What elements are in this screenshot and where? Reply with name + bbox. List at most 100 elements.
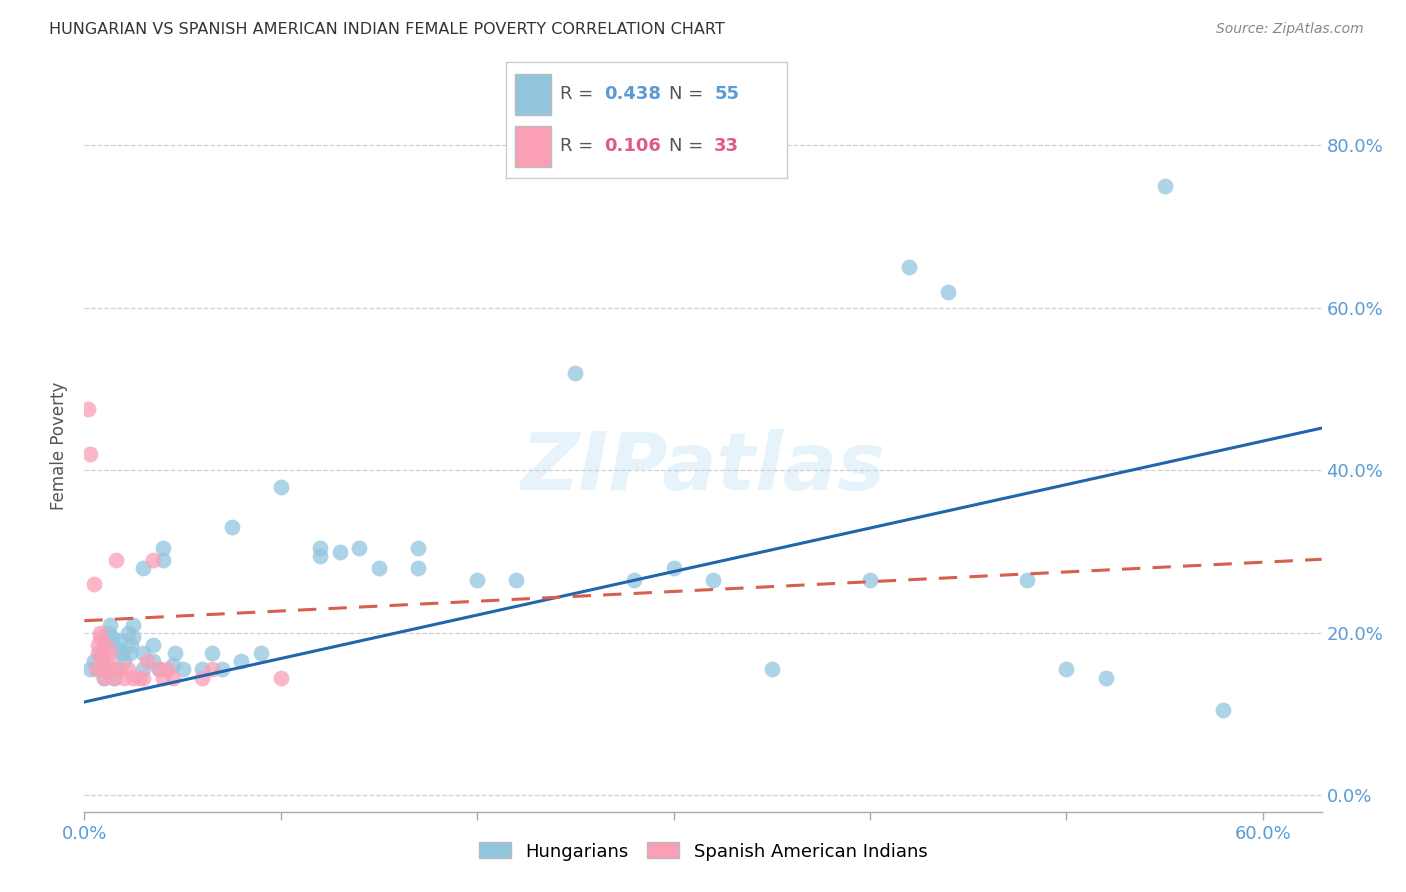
Text: HUNGARIAN VS SPANISH AMERICAN INDIAN FEMALE POVERTY CORRELATION CHART: HUNGARIAN VS SPANISH AMERICAN INDIAN FEM…	[49, 22, 725, 37]
Text: N =: N =	[669, 137, 709, 155]
Point	[191, 671, 214, 685]
Point	[406, 541, 429, 555]
Text: 0.106: 0.106	[605, 137, 661, 155]
Bar	[515, 126, 551, 167]
Y-axis label: Female Poverty: Female Poverty	[51, 382, 69, 510]
Point	[1054, 663, 1077, 677]
Point	[938, 285, 960, 299]
Point	[118, 646, 141, 660]
Text: 55: 55	[714, 85, 740, 103]
Point	[623, 573, 645, 587]
Point	[117, 663, 139, 677]
Point	[104, 553, 127, 567]
Point	[859, 573, 882, 587]
Point	[1153, 178, 1175, 193]
Point	[112, 654, 135, 668]
Point	[368, 561, 391, 575]
Point	[77, 402, 100, 417]
Point	[465, 573, 488, 587]
Point	[201, 663, 224, 677]
Point	[349, 541, 371, 555]
Point	[201, 646, 224, 660]
Point	[108, 634, 131, 648]
Point	[87, 663, 110, 677]
Point	[83, 577, 105, 591]
Point	[97, 626, 120, 640]
Point	[122, 671, 145, 685]
Point	[162, 658, 184, 673]
Point	[142, 553, 165, 567]
Point	[309, 541, 332, 555]
Point	[761, 663, 783, 677]
Point	[702, 573, 724, 587]
Point	[93, 671, 115, 685]
Point	[148, 663, 170, 677]
Point	[101, 663, 124, 677]
Point	[103, 671, 125, 685]
Legend: Hungarians, Spanish American Indians: Hungarians, Spanish American Indians	[470, 833, 936, 870]
Point	[91, 646, 114, 660]
Point	[406, 561, 429, 575]
Point	[132, 646, 155, 660]
Point	[89, 630, 111, 644]
Point	[112, 671, 135, 685]
Point	[152, 671, 174, 685]
Text: ZIPatlas: ZIPatlas	[520, 429, 886, 507]
Point	[128, 671, 150, 685]
Point	[104, 663, 127, 677]
Point	[79, 447, 101, 461]
Point	[270, 671, 292, 685]
Point	[93, 642, 115, 657]
Point	[132, 671, 155, 685]
Point	[221, 520, 243, 534]
Point	[505, 573, 527, 587]
Point	[108, 663, 131, 677]
Point	[107, 642, 129, 657]
Point	[250, 646, 273, 660]
Point	[93, 663, 115, 677]
Point	[1015, 573, 1038, 587]
Point	[122, 617, 145, 632]
Text: N =: N =	[669, 85, 709, 103]
Point	[122, 630, 145, 644]
Point	[93, 671, 115, 685]
Point	[148, 663, 170, 677]
Point	[103, 671, 125, 685]
Point	[132, 663, 155, 677]
Point	[136, 654, 159, 668]
Point	[87, 638, 110, 652]
Point	[89, 626, 111, 640]
Text: 33: 33	[714, 137, 740, 155]
Point	[89, 650, 111, 665]
Point	[91, 654, 114, 668]
Point	[111, 646, 134, 660]
Point	[84, 663, 107, 677]
Point	[231, 654, 253, 668]
Point	[898, 260, 921, 275]
Point	[163, 646, 186, 660]
Point	[309, 549, 332, 563]
Point	[564, 366, 586, 380]
Point	[142, 654, 165, 668]
Point	[662, 561, 685, 575]
Point	[117, 626, 139, 640]
Point	[98, 646, 121, 660]
Point	[152, 553, 174, 567]
Point	[270, 480, 292, 494]
Point	[121, 638, 143, 652]
Point	[156, 663, 179, 677]
Point	[1212, 703, 1234, 717]
Point	[94, 638, 117, 652]
Text: 0.438: 0.438	[605, 85, 662, 103]
Point	[172, 663, 194, 677]
Text: Source: ZipAtlas.com: Source: ZipAtlas.com	[1216, 22, 1364, 37]
Point	[152, 541, 174, 555]
Point	[1094, 671, 1116, 685]
Point	[329, 544, 352, 558]
Point	[87, 646, 110, 660]
Point	[191, 663, 214, 677]
Text: R =: R =	[560, 137, 599, 155]
Point	[98, 617, 121, 632]
Point	[162, 671, 184, 685]
Point	[97, 654, 120, 668]
